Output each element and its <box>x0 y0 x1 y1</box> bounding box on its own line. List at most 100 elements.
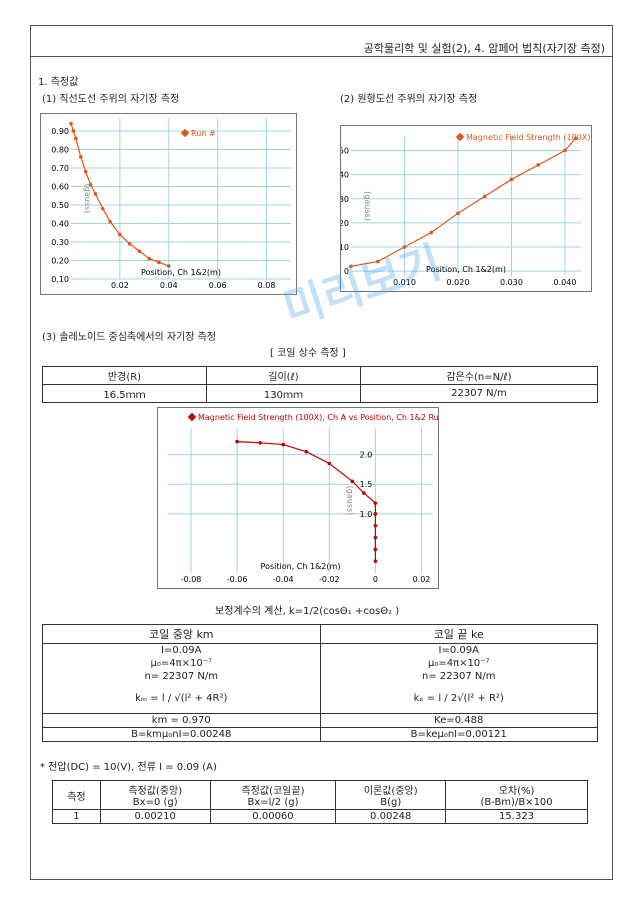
table-cell: μ₀=4π×10⁻⁷ <box>319 657 598 670</box>
table-cell: 감은수(n=N/ℓ) <box>359 366 599 385</box>
caption: [ 코일 상수 측정 ] <box>270 348 346 359</box>
y-tick-label: 1.5 <box>360 480 373 489</box>
table-row: B=kmμ₀nI=0.00248 B=keμ₀nI=0.00121 <box>42 727 598 742</box>
section-title: (3) 솔레노이드 중심축에서의 자기장 측정 <box>42 332 217 343</box>
point <box>509 177 514 182</box>
legend-swatch <box>455 132 465 142</box>
point <box>69 121 73 126</box>
table-cell: 0.00060 <box>209 809 337 824</box>
line <box>350 138 577 267</box>
header-line: 측정 <box>67 791 86 803</box>
header-line: (B-Bm)/B×100 <box>480 797 553 808</box>
x-tick-label: 0.010 <box>393 278 416 287</box>
table-cell: 16.5ｍｍ <box>41 384 208 403</box>
y-tick-label: 2.0 <box>360 451 373 460</box>
table-cell: Ke=0.488 <box>319 713 598 728</box>
point <box>258 440 262 445</box>
table-cell: 15.323 <box>445 809 588 824</box>
x-axis-label: Position, Ch 1&2(m) <box>261 562 341 571</box>
k-table: 코일 중앙 km 코일 끝 ke I=0.09A I=0.09A μ₀=4π×10⁻⁷ μ… <box>42 624 598 742</box>
point <box>373 547 378 552</box>
table-cell: μ₀=4π×10⁻⁷ <box>42 657 321 670</box>
table-row: 측정 측정값(중앙) Bx=0 (g) 측정값(코일끝) Bx=l/2 (g) 이론값(중… <box>52 780 588 810</box>
table-cell: kₑ = l / 2√(l² + R²) <box>319 683 598 714</box>
y-tick-label: 0 <box>344 267 349 276</box>
table-cell: 코일 끝 ke <box>319 624 598 644</box>
x-tick-label: 0.04 <box>160 281 178 290</box>
y-tick-label: 0.80 <box>51 145 69 154</box>
y-tick-label: 0.10 <box>51 275 69 284</box>
table-cell: B=kmμ₀nI=0.00248 <box>42 727 321 742</box>
point <box>118 232 122 237</box>
point <box>373 559 378 563</box>
chart: -0.08 -0.06 -0.04 -0.02 0 0.02 1.0 1.5 2.0 Positi… <box>157 407 439 589</box>
y-tick-label: 0.50 <box>340 146 349 155</box>
section-title: (2) 원형도선 주위의 자기장 측정 <box>340 94 478 105</box>
table-row: 코일 중앙 km 코일 끝 ke <box>42 624 598 644</box>
point <box>362 491 366 495</box>
table-row: kₘ = l / √(l² + 4R²) kₑ = l / 2√(l² + R²) <box>42 683 598 714</box>
legend-swatch <box>187 412 197 422</box>
point <box>88 182 93 187</box>
page-frame <box>30 25 613 880</box>
table-cell: 0.00210 <box>99 809 211 824</box>
table-cell: 1 <box>52 809 101 824</box>
x-tick-label: 0 <box>373 575 378 584</box>
table-cell: n= 22307 N/m <box>42 670 321 683</box>
result-table: 측정 측정값(중앙) Bx=0 (g) 측정값(코일끝) Bx=l/2 (g) 이론값(중… <box>52 780 588 824</box>
table-cell: 오차(%) (B-Bm)/B×100 <box>445 780 588 810</box>
x-tick-label: -0.06 <box>227 575 248 584</box>
x-tick-label: 0.020 <box>447 278 470 287</box>
point <box>235 439 239 444</box>
point <box>402 245 407 249</box>
y-tick-label: 0.40 <box>340 171 349 180</box>
table-cell: 130ｍｍ <box>206 384 361 403</box>
table-cell: kₘ = l / √(l² + 4R²) <box>42 683 321 714</box>
y-tick-label: 0.30 <box>51 238 69 247</box>
point <box>375 259 380 264</box>
point <box>573 136 578 141</box>
table-row: 1 0.00210 0.00060 0.00248 15.323 <box>52 809 588 824</box>
table-cell: 반경(R) <box>41 366 208 385</box>
header-title: 공학물리학 및 실험(2), 4. 암페어 법칙(자기장 측정) <box>363 42 605 55</box>
y-tick-label: 0.20 <box>340 219 349 228</box>
header-line: Bx=l/2 (g) <box>247 797 299 808</box>
point <box>373 501 378 505</box>
point <box>373 535 378 540</box>
point <box>166 264 171 268</box>
table-cell: I=0.09A <box>42 643 321 657</box>
header-line: 측정값(코일끝) <box>241 786 305 797</box>
point <box>147 256 152 261</box>
table-cell: n= 22307 N/m <box>319 670 598 683</box>
y-axis-label: (gauss) <box>346 486 355 516</box>
point <box>350 479 355 484</box>
table-cell: 길이(ℓ) <box>206 366 361 385</box>
point <box>71 129 76 133</box>
y-tick-label: 0.50 <box>51 201 69 210</box>
point <box>137 249 142 254</box>
legend-swatch <box>180 128 190 138</box>
point <box>304 449 309 454</box>
y-tick-label: 0.60 <box>51 182 69 191</box>
table-row: n= 22307 N/m n= 22307 N/m <box>42 670 598 683</box>
point <box>78 155 83 159</box>
point <box>281 442 286 447</box>
header-line: 이론값(중앙) <box>363 786 418 797</box>
point <box>327 461 332 466</box>
point <box>108 219 112 224</box>
point <box>83 169 88 174</box>
x-axis-label: Position, Ch 1&2(m) <box>426 265 506 274</box>
header-line: 측정값(중앙) <box>128 786 183 797</box>
point <box>456 211 460 216</box>
header-line: 오차(%) <box>498 786 535 797</box>
x-tick-label: 0.030 <box>500 278 523 287</box>
point <box>482 194 487 199</box>
x-tick-label: 0.08 <box>258 281 276 290</box>
x-tick-label: 0.040 <box>554 278 577 287</box>
point <box>536 163 541 167</box>
y-tick-label: 0.70 <box>51 164 69 173</box>
x-tick-label: -0.04 <box>273 575 294 584</box>
y-tick-label: 0.30 <box>340 195 349 204</box>
caption: 보정계수의 계산, k=1/2(cosΘ₁ +cosΘ₂ ) <box>215 606 400 617</box>
section-title: (1) 직선도선 주위의 자기장 측정 <box>42 94 180 105</box>
